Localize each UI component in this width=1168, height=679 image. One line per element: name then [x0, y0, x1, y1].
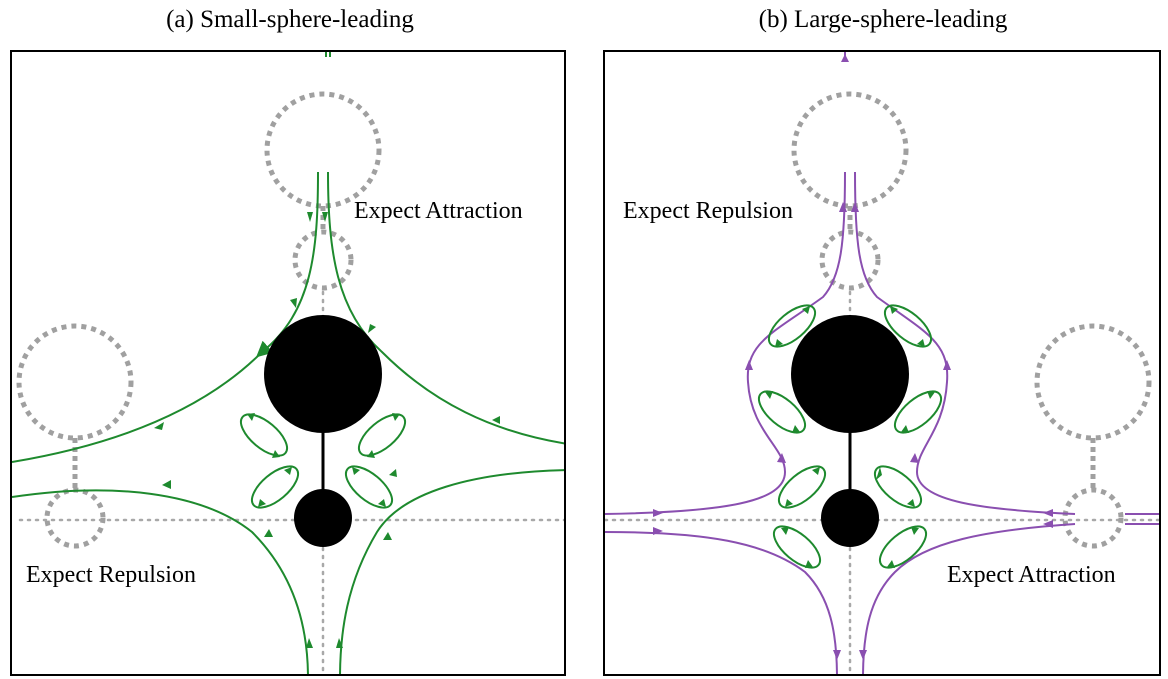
panel-a-title: (a) Small-sphere-leading — [166, 6, 414, 33]
panel-b-diagram — [605, 52, 1159, 674]
panel-b-title: (b) Large-sphere-leading — [758, 6, 1008, 33]
panel-a-small-sphere-leading: Expect Attraction Expect Repulsion — [10, 50, 566, 676]
label-expect-attraction-a: Expect Attraction — [354, 198, 523, 224]
recirculation-arrowheads — [247, 413, 400, 507]
small-sphere — [294, 489, 352, 547]
streamline-upper-right — [327, 171, 564, 445]
streamline-lower-left — [12, 489, 309, 674]
ghost-small-sphere-top — [292, 229, 354, 291]
recirculation-loops — [757, 304, 943, 569]
ghost-small-sphere-left — [44, 487, 106, 549]
ghost-small-sphere-top — [819, 229, 881, 291]
ghost-large-sphere-left — [16, 323, 134, 441]
streamline-lower-right — [339, 469, 564, 674]
large-sphere — [791, 315, 909, 433]
recirculation-loops — [239, 413, 407, 509]
streamlines-purple — [605, 52, 1159, 674]
ghost-large-sphere-top — [791, 91, 909, 209]
panel-a-diagram — [12, 52, 564, 674]
ghost-large-sphere-right — [1034, 323, 1152, 441]
large-sphere — [264, 315, 382, 433]
streamline-upper-left — [12, 171, 319, 463]
ghost-large-sphere-top — [264, 91, 382, 209]
streamline-arrowheads — [154, 212, 500, 648]
streamline-arrowheads-purple — [653, 54, 1053, 660]
recirculation-arrowheads — [765, 306, 935, 568]
label-expect-attraction-b: Expect Attraction — [947, 562, 1116, 588]
ghost-small-sphere-right — [1062, 487, 1124, 549]
small-sphere — [821, 489, 879, 547]
label-expect-repulsion-b: Expect Repulsion — [623, 198, 793, 224]
label-expect-repulsion-a: Expect Repulsion — [26, 562, 196, 588]
panel-b-large-sphere-leading: Expect Repulsion Expect Attraction — [603, 50, 1161, 676]
